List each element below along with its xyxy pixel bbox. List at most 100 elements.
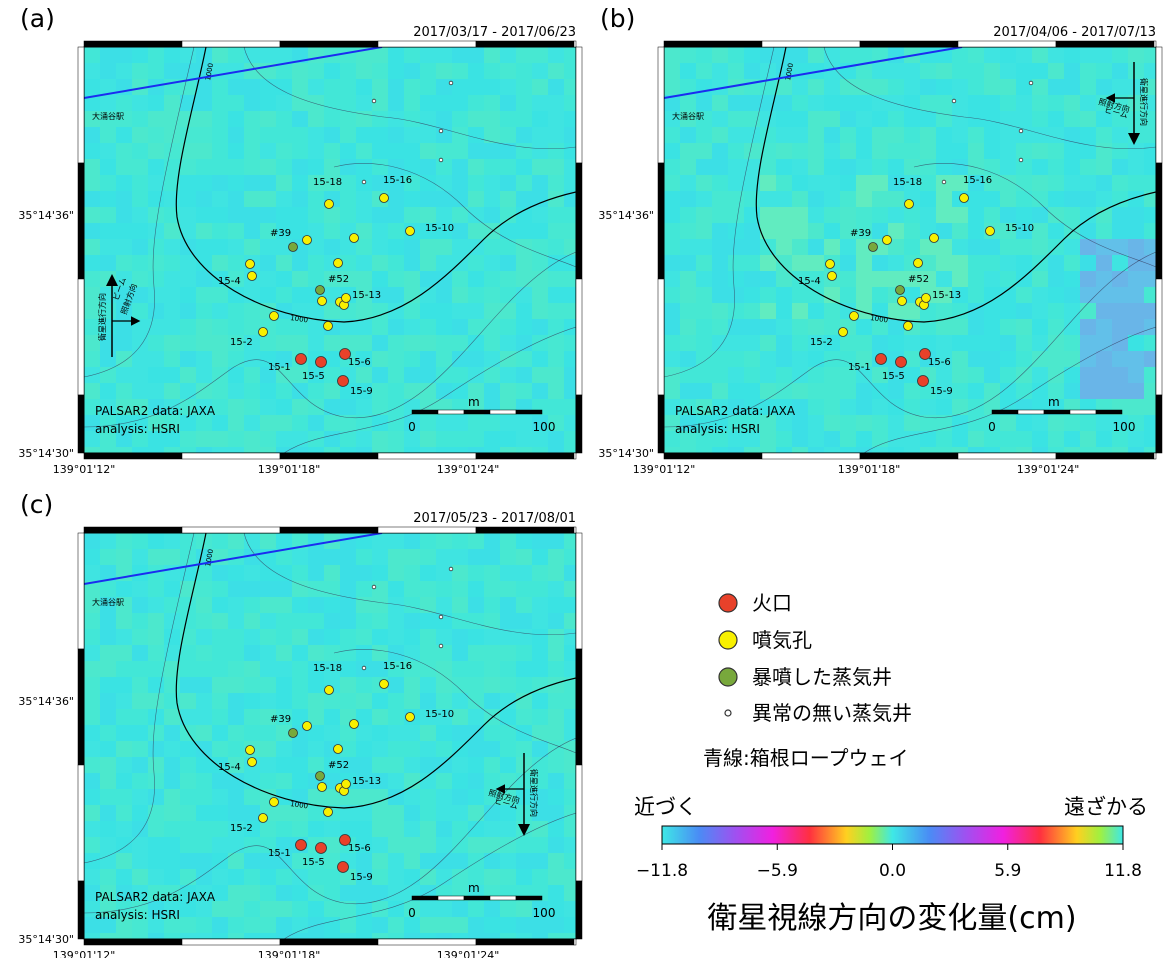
pixel (500, 367, 516, 383)
pixel (728, 367, 744, 383)
pixel (516, 693, 532, 709)
pixel (260, 757, 276, 773)
pixel (388, 853, 404, 869)
pixel (500, 741, 516, 757)
pixel (452, 175, 468, 191)
pixel (132, 853, 148, 869)
site-label: 15-18 (313, 663, 342, 674)
pixel (468, 773, 484, 789)
pixel (936, 95, 952, 111)
pixel (292, 645, 308, 661)
pixel (420, 111, 436, 127)
pixel (196, 693, 212, 709)
pixel (840, 415, 856, 431)
pixel (212, 741, 228, 757)
pixel (356, 399, 372, 415)
pixel (260, 661, 276, 677)
pixel (260, 629, 276, 645)
pixel (1048, 95, 1064, 111)
frame-bar (84, 939, 182, 945)
pixel (936, 303, 952, 319)
pixel (388, 581, 404, 597)
pixel (404, 533, 420, 549)
pixel (132, 581, 148, 597)
pixel (372, 127, 388, 143)
pixel (516, 629, 532, 645)
pixel (132, 789, 148, 805)
pixel (904, 415, 920, 431)
pixel (500, 47, 516, 63)
pixel (212, 789, 228, 805)
pixel (292, 565, 308, 581)
pixel (872, 79, 888, 95)
pixel (244, 869, 260, 885)
site-marker (930, 234, 939, 243)
pixel (324, 207, 340, 223)
pixel (340, 79, 356, 95)
pixel (744, 367, 760, 383)
lon-label: 139°01'12" (633, 463, 696, 476)
pixel (548, 95, 564, 111)
pixel (516, 287, 532, 303)
lat-label: 35°14'30" (18, 933, 74, 946)
pixel (968, 191, 984, 207)
pixel (340, 597, 356, 613)
pixel (420, 271, 436, 287)
pixel (308, 677, 324, 693)
pixel (164, 645, 180, 661)
pixel (1048, 271, 1064, 287)
pixel (500, 821, 516, 837)
pixel (532, 287, 548, 303)
pixel (132, 63, 148, 79)
pixel (308, 95, 324, 111)
pixel (728, 271, 744, 287)
pixel (420, 869, 436, 885)
pixel (372, 271, 388, 287)
pixel (436, 255, 452, 271)
pixel (292, 111, 308, 127)
pixel (744, 223, 760, 239)
pixel (404, 693, 420, 709)
pixel (164, 741, 180, 757)
pixel (1112, 207, 1128, 223)
pixel (388, 613, 404, 629)
pixel (484, 207, 500, 223)
pixel (888, 271, 904, 287)
pixel (936, 159, 952, 175)
pixel (516, 127, 532, 143)
pixel (356, 271, 372, 287)
pixel (968, 79, 984, 95)
pixel (420, 693, 436, 709)
pixel (324, 223, 340, 239)
pixel (148, 287, 164, 303)
pixel (888, 255, 904, 271)
pixel (452, 271, 468, 287)
pixel (148, 693, 164, 709)
pixel (904, 111, 920, 127)
pixel (340, 335, 356, 351)
pixel (680, 159, 696, 175)
pixel (148, 837, 164, 853)
pixel (276, 175, 292, 191)
pixel (856, 207, 872, 223)
pixel (968, 415, 984, 431)
pixel (212, 677, 228, 693)
station-label: 大涌谷駅 (672, 111, 704, 121)
pixel (696, 143, 712, 159)
pixel (776, 207, 792, 223)
pixel (808, 191, 824, 207)
pixel (936, 431, 952, 447)
pixel (196, 645, 212, 661)
pixel (468, 159, 484, 175)
pixel (888, 383, 904, 399)
pixel (404, 741, 420, 757)
pixel (324, 725, 340, 741)
pixel (760, 175, 776, 191)
pixel (244, 383, 260, 399)
lon-label: 139°01'18" (258, 949, 321, 958)
pixel (308, 383, 324, 399)
credit: analysis: HSRI (675, 422, 760, 436)
pixel (404, 853, 420, 869)
pixel (244, 127, 260, 143)
pixel (452, 367, 468, 383)
